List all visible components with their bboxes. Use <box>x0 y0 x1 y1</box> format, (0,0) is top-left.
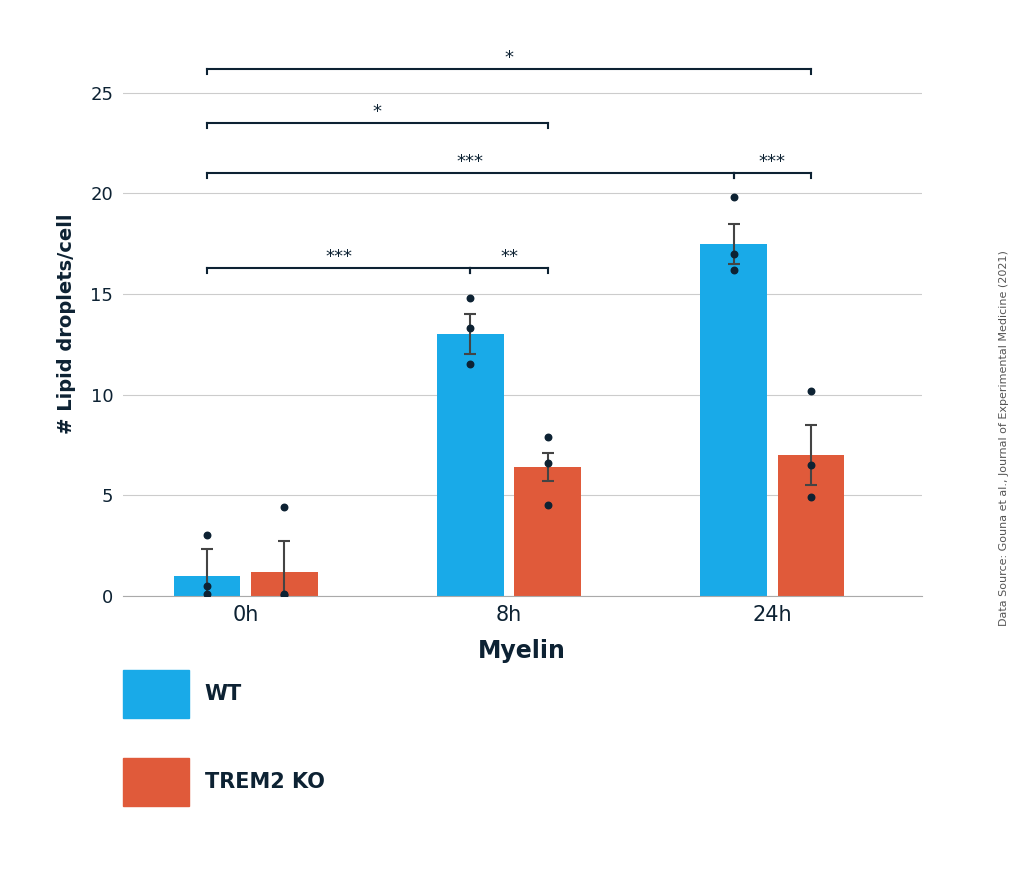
Point <box>540 456 556 470</box>
Bar <box>251 571 317 596</box>
Point <box>276 587 293 601</box>
Point <box>276 500 293 514</box>
Point <box>462 357 478 371</box>
Point <box>462 321 478 336</box>
Text: *: * <box>505 49 514 67</box>
Point <box>199 587 215 601</box>
Point <box>199 579 215 593</box>
Text: **: ** <box>500 248 518 265</box>
Point <box>540 430 556 444</box>
Bar <box>437 334 504 596</box>
Point <box>462 291 478 305</box>
Bar <box>174 576 241 596</box>
Point <box>540 498 556 512</box>
Text: *: * <box>373 103 382 121</box>
Text: TREM2 KO: TREM2 KO <box>205 772 325 792</box>
Point <box>199 528 215 542</box>
X-axis label: Myelin: Myelin <box>478 639 566 663</box>
Text: Data Source: Gouna et al., Journal of Experimental Medicine (2021): Data Source: Gouna et al., Journal of Ex… <box>998 250 1009 626</box>
Text: WT: WT <box>205 684 242 704</box>
Point <box>803 490 819 504</box>
Point <box>803 458 819 472</box>
Text: ***: *** <box>326 248 352 265</box>
Point <box>726 263 742 277</box>
Point <box>726 247 742 261</box>
Text: ***: *** <box>457 153 484 171</box>
Bar <box>700 244 767 596</box>
Y-axis label: # Lipid droplets/cell: # Lipid droplets/cell <box>57 214 76 434</box>
Point <box>803 384 819 398</box>
Text: ***: *** <box>759 153 785 171</box>
Point <box>276 588 293 602</box>
Point <box>726 190 742 204</box>
Bar <box>777 455 845 596</box>
Bar <box>514 467 581 596</box>
